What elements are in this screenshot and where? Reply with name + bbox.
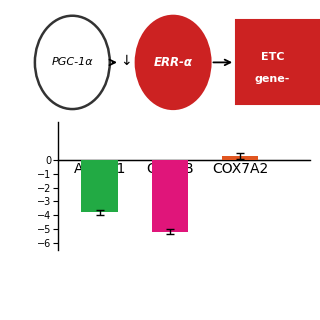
Bar [82,160,118,212]
Bar [222,156,259,160]
Text: ERR-α: ERR-α [154,56,193,69]
Text: ↓: ↓ [120,53,132,68]
Text: PGC-1α: PGC-1α [52,57,93,68]
FancyBboxPatch shape [236,20,320,104]
Ellipse shape [35,16,110,109]
Text: ETC: ETC [261,52,284,62]
Bar [152,160,188,232]
Text: gene-: gene- [255,74,290,84]
Ellipse shape [136,16,211,109]
